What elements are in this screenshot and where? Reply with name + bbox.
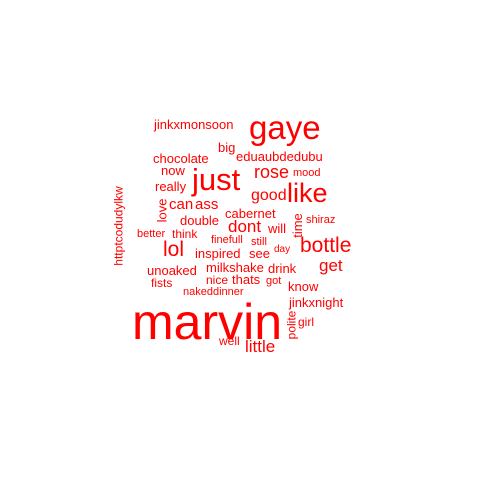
word-polite: polite xyxy=(284,310,299,340)
word-nice: nice xyxy=(206,273,229,287)
word-unoaked: unoaked xyxy=(147,263,197,278)
word-like: like xyxy=(287,178,328,208)
word-rose: rose xyxy=(254,162,290,182)
word-got: got xyxy=(266,275,282,287)
word-thats: thats xyxy=(232,272,261,287)
word-httptcodudylkw: httptcodudylkw xyxy=(111,186,126,266)
word-eduaubdedubu: eduaubdedubu xyxy=(236,149,323,164)
word-cabernet: cabernet xyxy=(225,206,276,221)
word-see: see xyxy=(249,246,270,261)
word-inspired: inspired xyxy=(195,246,241,261)
word-ass: ass xyxy=(195,196,219,213)
word-time: time xyxy=(289,213,305,238)
word-marvin: marvin xyxy=(132,294,283,350)
word-bottle: bottle xyxy=(300,234,352,257)
word-think: think xyxy=(172,227,198,241)
word-day: day xyxy=(274,244,291,255)
word-girl: girl xyxy=(298,315,315,329)
word-better: better xyxy=(137,228,166,240)
word-just: just xyxy=(192,162,241,197)
word-love: love xyxy=(154,198,170,223)
word-nakeddinner: nakeddinner xyxy=(183,286,244,298)
word-well: well xyxy=(219,334,240,348)
word-drink: drink xyxy=(268,261,297,276)
word-jinkxmonsoon: jinkxmonsoon xyxy=(154,117,234,132)
word-finefull: finefull xyxy=(211,234,243,246)
word-mood: mood xyxy=(293,167,321,179)
word-double: double xyxy=(180,213,220,228)
word-now: now xyxy=(161,163,185,178)
word-get: get xyxy=(319,256,343,275)
word-milkshake: milkshake xyxy=(206,260,264,275)
word-really: really xyxy=(155,179,187,194)
word-fists: fists xyxy=(151,276,173,290)
word-jinkxnight: jinkxnight xyxy=(289,295,344,310)
word-still: still xyxy=(251,236,267,248)
word-good: good xyxy=(251,187,287,204)
word-will: will xyxy=(268,221,287,236)
word-dont: dont xyxy=(228,217,262,236)
word-chocolate: chocolate xyxy=(153,151,209,166)
word-big: big xyxy=(218,140,236,155)
word-little: little xyxy=(245,337,276,356)
word-know: know xyxy=(288,279,319,294)
word-lol: lol xyxy=(163,238,185,261)
word-shiraz: shiraz xyxy=(306,214,336,226)
word-gaye: gaye xyxy=(249,109,321,146)
word-can: can xyxy=(169,196,194,213)
